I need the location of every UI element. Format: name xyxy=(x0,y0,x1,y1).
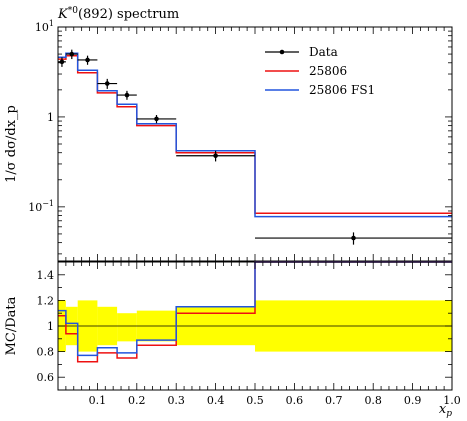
mc-ratio-25806-FS1 xyxy=(58,261,452,357)
ratio-y-tick-label: 0.6 xyxy=(37,371,55,384)
main-plot-area xyxy=(58,49,452,245)
legend-entry: Data xyxy=(265,45,338,59)
data-point xyxy=(77,55,98,65)
x-tick-label: 0.7 xyxy=(325,394,343,407)
mc-ratio-25806 xyxy=(58,261,452,363)
ratio-y-tick-label: 1.2 xyxy=(37,294,55,307)
legend-label: 25806 FS1 xyxy=(309,83,375,97)
data-marker xyxy=(104,81,110,86)
y-tick-label: 1 xyxy=(47,111,54,124)
x-tick-label: 0.2 xyxy=(128,394,146,407)
main-y-axis: 101 1 10−1 xyxy=(28,19,452,255)
data-point xyxy=(65,49,78,60)
data-point xyxy=(97,78,118,89)
x-axis-label: xp xyxy=(439,402,452,419)
ratio-y-tick-label: 0.8 xyxy=(37,346,55,359)
ratio-plot-area xyxy=(58,261,452,363)
chart-title: K*0(892) spectrum xyxy=(57,6,179,22)
uncertainty-band-bin xyxy=(117,313,137,342)
mc-histogram-25806-FS1 xyxy=(58,52,452,218)
data-marker xyxy=(124,92,130,98)
data-point xyxy=(176,150,255,162)
y-axis-label: 1/σ dσ/dx_p xyxy=(4,105,19,183)
main-x-ticks xyxy=(65,27,453,261)
y-tick-label: 101 xyxy=(35,19,54,34)
x-tick-label: 0.8 xyxy=(364,394,382,407)
x-tick-label: 0.4 xyxy=(207,394,225,407)
x-tick-label: 1.0 xyxy=(443,394,461,407)
x-tick-label: 0.5 xyxy=(246,394,264,407)
data-point xyxy=(136,115,177,124)
legend-label: Data xyxy=(309,45,338,59)
main-frame xyxy=(57,26,453,262)
x-tick-label: 0.3 xyxy=(167,394,185,407)
legend-label: 25806 xyxy=(309,64,347,78)
data-marker xyxy=(213,153,218,159)
data-marker xyxy=(59,59,65,65)
ratio-y-tick-label: 1.4 xyxy=(37,269,55,282)
ratio-y-axis: 0.6 0.8 1 1.2 1.4 xyxy=(37,261,452,391)
legend-marker xyxy=(279,49,285,55)
data-point xyxy=(255,232,452,245)
legend-entry: 25806 FS1 xyxy=(265,83,375,97)
legend-entry: 25806 xyxy=(265,64,347,78)
data-marker xyxy=(154,116,159,122)
main-panel: 101 1 10−1 K*0(892) spectrum 1/σ dσ/dx_p D… xyxy=(4,6,453,262)
data-marker xyxy=(351,235,356,241)
ratio-panel: 0.60.811.21.4 0.1 0.2 0.3 0.4 0.5 0.6 0.7 0.8 0.… xyxy=(4,261,461,419)
data-marker xyxy=(69,51,75,57)
x-tick-label: 0.9 xyxy=(404,394,422,407)
ratio-y-axis-label: MC/Data xyxy=(4,296,19,355)
data-point xyxy=(117,90,137,100)
x-tick-label: 0.6 xyxy=(286,394,304,407)
x-axis: 0.1 0.2 0.3 0.4 0.5 0.6 0.7 0.8 0.9 1.0 xyxy=(65,262,461,407)
data-marker xyxy=(85,57,90,63)
ratio-y-tick-label: 1 xyxy=(47,320,54,333)
legend: Data 25806 25806 FS1 xyxy=(265,45,375,97)
y-tick-label: 10−1 xyxy=(28,199,54,214)
x-tick-label: 0.1 xyxy=(89,394,107,407)
